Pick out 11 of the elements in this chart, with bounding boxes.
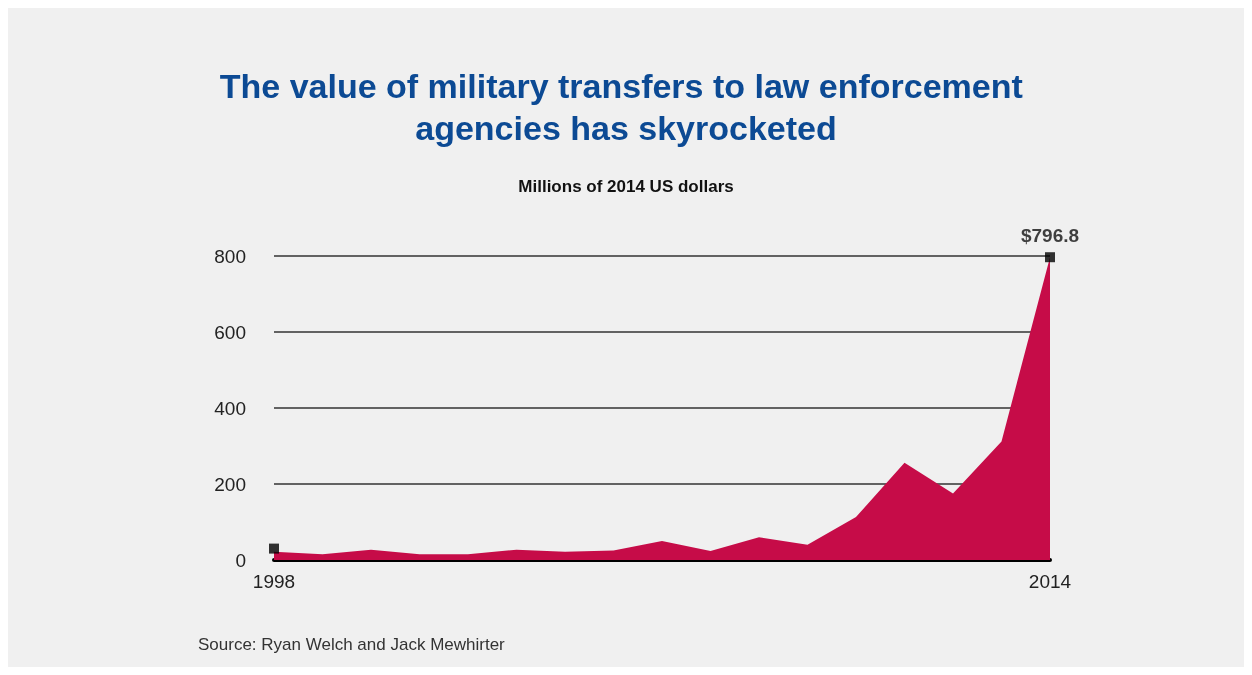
y-tick-label: 200 xyxy=(214,473,246,495)
y-tick-label: 600 xyxy=(214,321,246,343)
annotation: $796.8 xyxy=(1020,225,1080,247)
x-tick-label: 2014 xyxy=(1028,571,1072,592)
chart-subtitle: Millions of 2014 US dollars xyxy=(518,177,734,196)
x-tick-label: 1998 xyxy=(252,571,296,592)
y-tick-label: 400 xyxy=(214,397,246,419)
source-note: Source: Ryan Welch and Jack Mewhirter xyxy=(198,635,506,654)
y-tick-label: 0 xyxy=(235,549,246,571)
y-tick-label: 800 xyxy=(214,245,246,267)
chart-title: The value of military transfers to law enforcement agencies has skyrocketed xyxy=(219,67,1033,147)
